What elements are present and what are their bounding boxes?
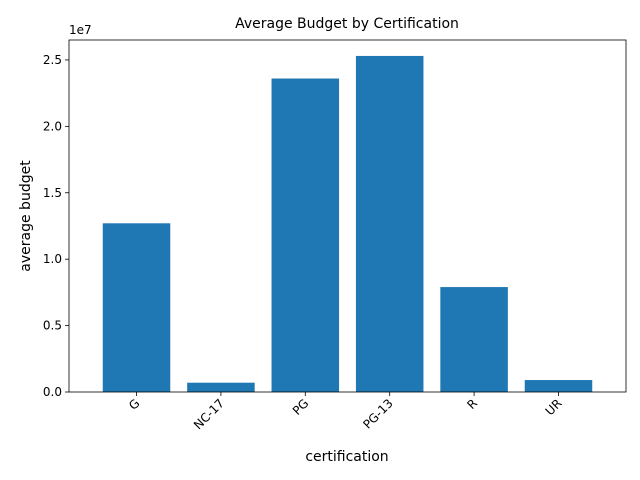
- x-tick-label: PG-13: [360, 396, 395, 431]
- bar-pg-13: [355, 55, 424, 392]
- y-tick-label: 1.5: [43, 186, 62, 200]
- y-axis-label: average budget: [18, 160, 34, 272]
- chart-title: Average Budget by Certification: [235, 16, 459, 32]
- x-tick-label: G: [126, 396, 142, 412]
- y-tick-label: 0.0: [43, 385, 62, 399]
- x-axis-label: certification: [305, 449, 388, 465]
- x-tick-label: NC-17: [191, 396, 227, 432]
- bar-pg: [271, 78, 340, 392]
- y-tick-label: 0.5: [43, 319, 62, 333]
- y-offset-label: 1e7: [69, 23, 92, 37]
- y-tick-label: 1.0: [43, 252, 62, 266]
- plot-frame: [68, 39, 627, 393]
- x-tick-label: R: [464, 396, 480, 412]
- y-tick-label: 2.5: [43, 53, 62, 67]
- bar-g: [102, 223, 171, 392]
- x-tick-label: UR: [543, 396, 565, 418]
- bar-r: [440, 287, 508, 392]
- y-tick-label: 2.0: [43, 119, 62, 133]
- plot-area: 0.0 0.5 1.0 1.5 2.0 2.5 G NC-17 PG PG-13 R UR: [43, 39, 627, 432]
- bar-ur: [524, 380, 593, 392]
- bar-nc-17: [187, 382, 255, 392]
- x-tick-label: PG: [290, 396, 312, 418]
